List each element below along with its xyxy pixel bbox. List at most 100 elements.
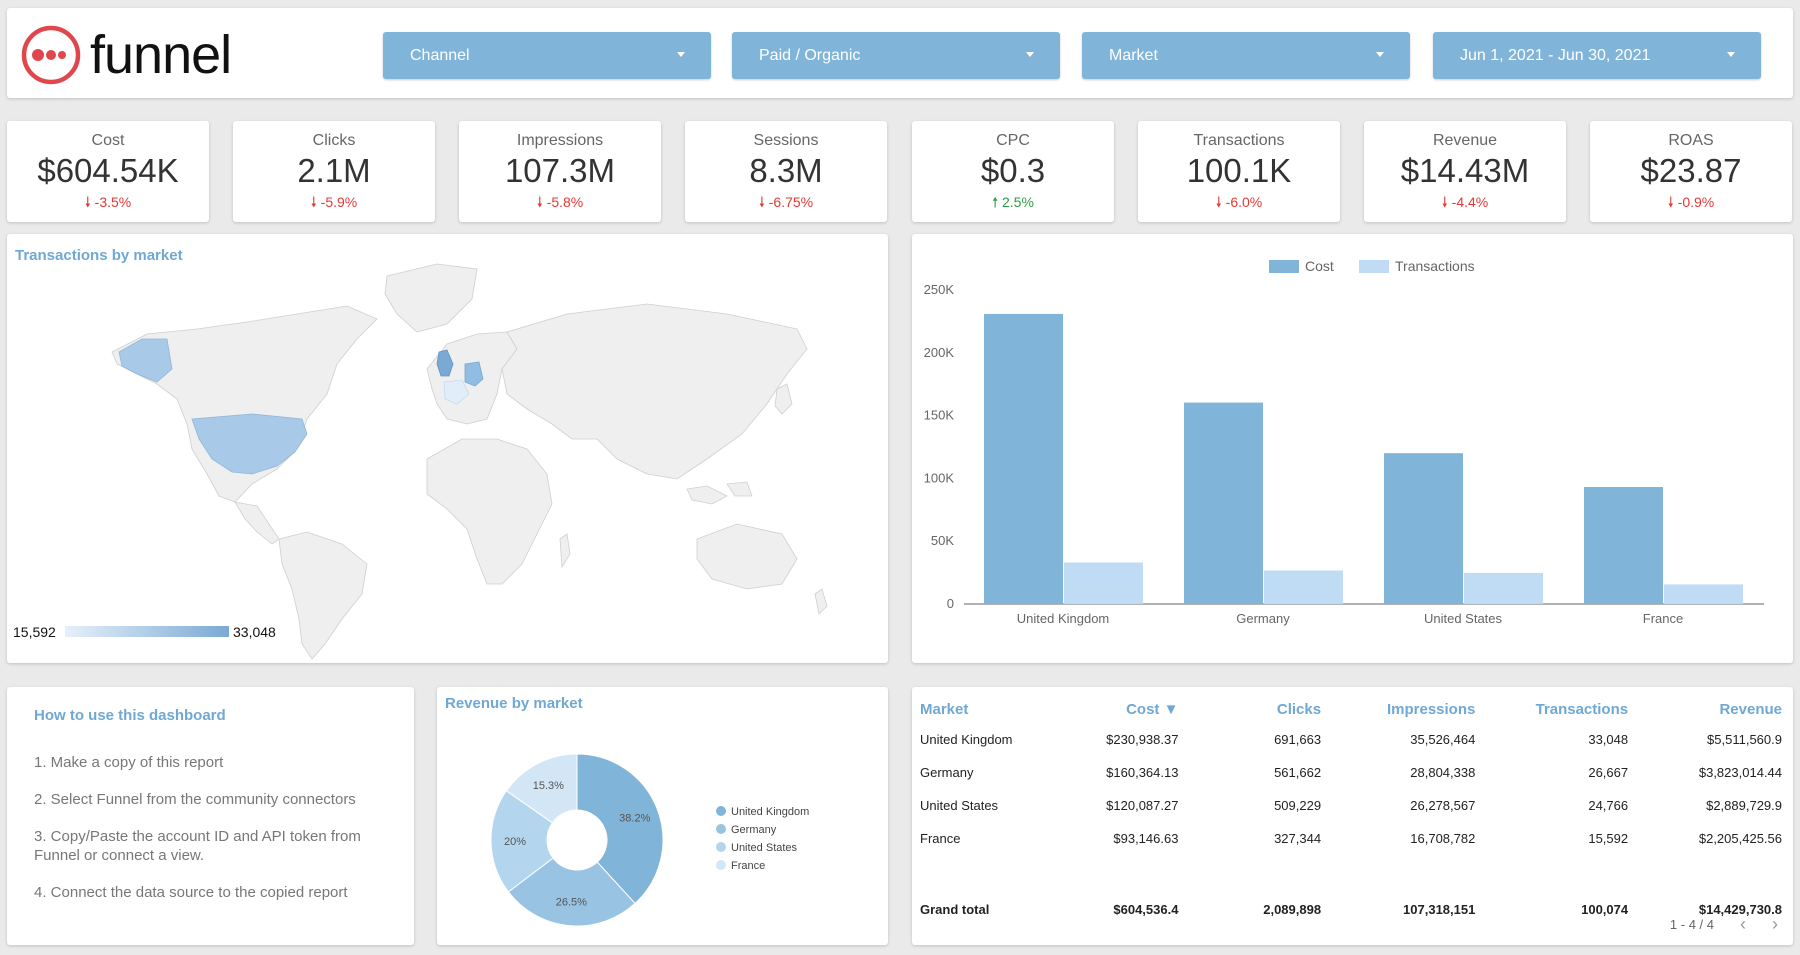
arrow-down-icon: 🠗	[1441, 194, 1452, 210]
donut-slice-label: 38.2%	[619, 813, 650, 825]
paid-organic-filter[interactable]: Paid / Organic	[732, 32, 1060, 79]
cell-cost: $230,938.37	[1106, 732, 1179, 747]
funnel-logo[interactable]: funnel	[20, 22, 232, 88]
table-row[interactable]: France $93,146.63 327,344 16,708,782 15,…	[920, 822, 1782, 855]
arrow-down-icon: 🠗	[536, 194, 547, 210]
howto-panel: How to use this dashboard 1. Make a copy…	[7, 687, 414, 945]
chevron-down-icon	[1376, 52, 1384, 57]
kpi-value: 100.1K	[1186, 152, 1292, 189]
cell-transactions: 24,766	[1588, 798, 1629, 813]
revenue-donut-chart[interactable]: 38.2% 26.5% 20% 15.3% United Kingdom Germany U…	[437, 687, 888, 945]
bar-cost-france[interactable]	[1584, 487, 1663, 604]
cell-clicks: 327,344	[1274, 831, 1322, 846]
x-tick-label: France	[1643, 611, 1683, 626]
kpi-label: Cost	[91, 132, 125, 149]
x-tick-label: United Kingdom	[1017, 611, 1110, 626]
kpi-value: 107.3M	[504, 152, 616, 189]
column-header-market[interactable]: Market	[920, 700, 969, 718]
cell-impressions: 35,526,464	[1410, 732, 1476, 747]
bar-transactions-france[interactable]	[1664, 584, 1743, 604]
chevron-right-icon[interactable]: ›	[1772, 914, 1778, 934]
kpi-label: Revenue	[1432, 132, 1498, 149]
kpi-label: CPC	[996, 132, 1030, 149]
column-header-clicks[interactable]: Clicks	[1276, 700, 1322, 718]
total-impressions: 107,318,151	[1403, 901, 1476, 917]
total-label: Grand total	[920, 901, 990, 917]
chevron-left-icon[interactable]: ‹	[1740, 914, 1746, 934]
donut-slice-france[interactable]	[505, 753, 578, 824]
column-header-impressions[interactable]: Impressions	[1386, 700, 1476, 718]
kpi-card-cost: Cost $604.54K 🠗 -3.5%	[7, 121, 209, 222]
logo-wordmark: funnel	[90, 25, 232, 85]
header-bar: funnel Channel Paid / Organic Market Jun…	[7, 8, 1793, 98]
cell-market: United States	[920, 798, 999, 813]
cell-revenue: $2,205,425.56	[1698, 831, 1782, 846]
howto-title: How to use this dashboard	[34, 707, 226, 724]
kpi-delta: 🠗 -6.0%	[1215, 194, 1263, 210]
market-shape-france	[443, 379, 470, 405]
bar-cost-united-kingdom[interactable]	[984, 313, 1063, 604]
channel-filter[interactable]: Channel	[383, 32, 711, 79]
market-filter[interactable]: Market	[1082, 32, 1410, 79]
kpi-delta: 🠗 -5.8%	[536, 194, 584, 210]
cell-cost: $93,146.63	[1113, 831, 1179, 846]
bar-chart-svg: 0 50K 100K 150K 200K 250K United Kingdom German…	[924, 258, 1764, 626]
donut-slice-united-kingdom[interactable]	[576, 753, 664, 905]
column-header-transactions[interactable]: Transactions	[1535, 700, 1629, 718]
legend-label: Transactions	[1395, 258, 1475, 274]
scale-min-label: 15,592	[13, 624, 56, 640]
y-tick-label: 100K	[924, 470, 955, 485]
pie-title: Revenue by market	[445, 695, 583, 712]
table-header-row: Market Cost ▼ Clicks Impressions Transac…	[920, 695, 1782, 723]
map-title: Transactions by market	[15, 247, 183, 264]
market-shape-united-states	[191, 413, 308, 475]
legend-label: United Kingdom	[731, 806, 809, 818]
market-shape-united-states-alaska	[118, 338, 173, 383]
howto-step-2: 2. Select Funnel from the community conn…	[34, 791, 356, 808]
y-tick-label: 250K	[924, 282, 955, 297]
bar-transactions-united-states[interactable]	[1464, 572, 1543, 604]
arrow-down-icon: 🠗	[758, 194, 769, 210]
cell-clicks: 561,662	[1274, 765, 1322, 780]
cell-transactions: 33,048	[1588, 732, 1629, 747]
arrow-down-icon: 🠗	[1215, 194, 1226, 210]
x-tick-label: Germany	[1236, 611, 1290, 626]
legend-label: France	[731, 860, 765, 872]
kpi-card-transactions: Transactions 100.1K 🠗 -6.0%	[1138, 121, 1340, 222]
table-row[interactable]: United Kingdom $230,938.37 691,663 35,52…	[920, 723, 1782, 756]
kpi-card-sessions: Sessions 8.3M 🠗 -6.75%	[685, 121, 887, 222]
table-row[interactable]: United States $120,087.27 509,229 26,278…	[920, 789, 1782, 822]
market-filter-label: Market	[1109, 46, 1158, 64]
bar-transactions-germany[interactable]	[1264, 570, 1343, 604]
kpi-delta: 🠗 -0.9%	[1667, 194, 1715, 210]
market-table-panel: Market Cost ▼ Clicks Impressions Transac…	[912, 687, 1793, 945]
cell-clicks: 691,663	[1274, 732, 1322, 747]
total-transactions: 100,074	[1581, 901, 1629, 917]
howto-step-3: 3. Copy/Paste the account ID and API tok…	[34, 828, 361, 864]
bar-cost-germany[interactable]	[1184, 402, 1263, 604]
table-row[interactable]: Germany $160,364.13 561,662 28,804,338 2…	[920, 756, 1782, 789]
world-map[interactable]	[7, 234, 888, 663]
kpi-delta: 🠗 -5.9%	[310, 194, 358, 210]
bar-cost-united-states[interactable]	[1384, 453, 1463, 604]
arrow-down-icon: 🠗	[1667, 194, 1678, 210]
cell-cost: $120,087.27	[1106, 798, 1179, 813]
table-spacer-row	[920, 855, 1782, 889]
revenue-pie-panel: Revenue by market 38.2% 26.5% 20% 15.3% Unit…	[437, 687, 888, 945]
cell-impressions: 16,708,782	[1410, 831, 1476, 846]
donut-slice-united-states[interactable]	[490, 790, 554, 893]
date-range-picker[interactable]: Jun 1, 2021 - Jun 30, 2021	[1433, 32, 1761, 79]
kpi-value: $23.87	[1640, 152, 1742, 189]
kpi-card-cpc: CPC $0.3 🠕 2.5%	[912, 121, 1114, 222]
legend-swatch	[1269, 260, 1299, 273]
donut-slice-germany[interactable]	[507, 857, 636, 927]
cell-market: France	[920, 831, 961, 846]
market-table: Market Cost ▼ Clicks Impressions Transac…	[920, 695, 1782, 929]
channel-filter-label: Channel	[410, 46, 470, 64]
bar-transactions-united-kingdom[interactable]	[1064, 562, 1143, 604]
column-header-revenue[interactable]: Revenue	[1719, 700, 1782, 718]
cell-impressions: 26,278,567	[1410, 798, 1476, 813]
legend-dot	[716, 842, 726, 852]
column-header-cost[interactable]: Cost ▼	[1126, 700, 1179, 718]
cell-revenue: $5,511,560.9	[1707, 732, 1782, 747]
